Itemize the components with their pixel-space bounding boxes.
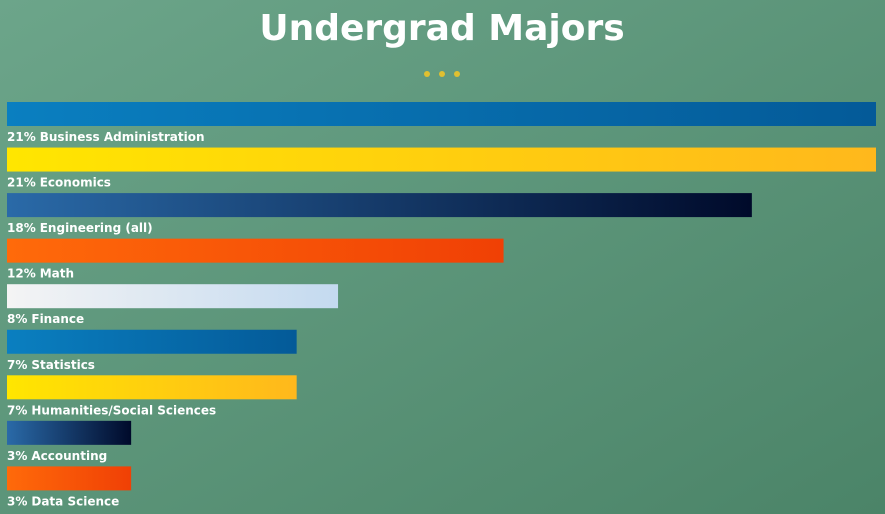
bar-label: 18% Engineering (all) <box>7 221 153 235</box>
value-label: 3% <box>7 494 27 508</box>
bar <box>7 238 504 263</box>
bar <box>7 420 132 445</box>
bar <box>7 147 876 172</box>
bar-label: 3% Data Science <box>7 494 119 508</box>
category-label: Statistics <box>31 358 95 372</box>
value-label: 12% <box>7 267 36 281</box>
bar-label: 7% Statistics <box>7 358 95 372</box>
chart-title: Undergrad Majors <box>259 8 624 49</box>
category-label: Data Science <box>31 494 119 508</box>
decor-dots <box>424 71 460 77</box>
bar-label: 12% Math <box>7 267 74 281</box>
bar <box>7 466 132 491</box>
value-label: 18% <box>7 221 36 235</box>
category-label: Humanities/Social Sciences <box>31 403 216 417</box>
bar-label: 8% Finance <box>7 312 84 326</box>
value-label: 21% <box>7 176 36 190</box>
category-label: Math <box>40 267 74 281</box>
category-label: Finance <box>31 312 84 326</box>
bar <box>7 193 752 218</box>
bar <box>7 375 297 400</box>
value-label: 8% <box>7 312 27 326</box>
value-label: 21% <box>7 130 36 144</box>
bar-label: 3% Accounting <box>7 449 107 463</box>
bar <box>7 329 297 354</box>
bar-label: 21% Business Administration <box>7 130 205 144</box>
category-label: Engineering (all) <box>40 221 153 235</box>
bar <box>7 284 339 309</box>
value-label: 3% <box>7 449 27 463</box>
category-label: Business Administration <box>40 130 205 144</box>
bar <box>7 102 876 126</box>
value-label: 7% <box>7 403 27 417</box>
bar-label: 21% Economics <box>7 176 111 190</box>
category-label: Accounting <box>31 449 107 463</box>
category-label: Economics <box>40 176 111 190</box>
value-label: 7% <box>7 358 27 372</box>
bar-label: 7% Humanities/Social Sciences <box>7 403 216 417</box>
